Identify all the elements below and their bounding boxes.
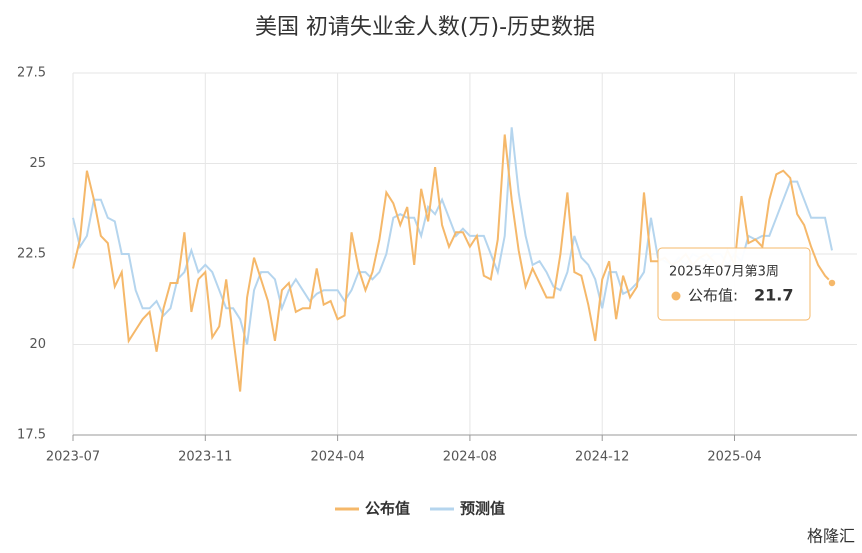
hover-point <box>827 278 837 288</box>
y-tick-label: 17.5 <box>17 428 46 443</box>
tooltip-box <box>657 247 811 321</box>
y-tick-label: 22.5 <box>17 247 46 262</box>
y-tick-label: 25 <box>29 156 46 171</box>
legend-label: 公布值 <box>365 500 410 518</box>
tooltip-value: 21.7 <box>754 286 793 305</box>
y-tick-label: 20 <box>29 337 46 352</box>
legend-label: 预测值 <box>460 500 505 518</box>
legend-item[interactable]: 预测值 <box>430 500 505 518</box>
watermark: 格隆汇 <box>807 527 855 546</box>
x-tick-label: 2023-11 <box>178 450 232 465</box>
tooltip-label: 公布值: <box>688 287 738 305</box>
tooltip-dot <box>671 291 681 301</box>
tooltip-title: 2025年07月第3周 <box>669 265 779 280</box>
x-tick-label: 2023-07 <box>46 450 100 465</box>
y-tick-label: 27.5 <box>17 66 46 81</box>
x-tick-label: 2025-04 <box>707 450 761 465</box>
x-tick-label: 2024-04 <box>310 450 364 465</box>
chart-title: 美国 初请失业金人数(万)-历史数据 <box>255 15 595 40</box>
x-tick-label: 2024-12 <box>575 450 629 465</box>
x-tick-label: 2024-08 <box>443 450 497 465</box>
legend-item[interactable]: 公布值 <box>335 500 410 518</box>
